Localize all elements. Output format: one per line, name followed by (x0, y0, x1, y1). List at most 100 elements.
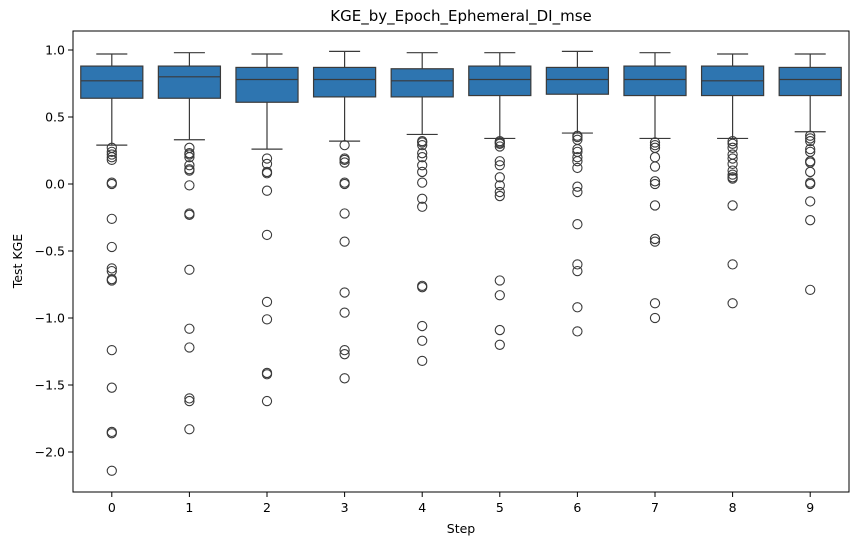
box-step-3 (312, 50, 377, 384)
y-tick-label: −1.5 (35, 378, 65, 393)
outlier-point (494, 324, 505, 336)
box-step-2 (235, 53, 299, 407)
x-tick-label: 6 (573, 500, 581, 515)
outlier-point (106, 154, 117, 166)
outlier-point (106, 149, 117, 160)
outlier-point (727, 158, 738, 170)
outlier-point (184, 152, 195, 163)
x-tick-label: 1 (185, 500, 193, 515)
outlier-point (339, 287, 350, 298)
outlier-point (339, 236, 350, 247)
outlier-point (417, 177, 428, 188)
iqr-box (235, 66, 299, 103)
outlier-point (649, 200, 661, 211)
outlier-point (572, 302, 583, 313)
outlier-point (572, 265, 583, 277)
outlier-point (649, 233, 661, 245)
outlier-point (494, 190, 505, 202)
outlier-point (339, 345, 350, 356)
y-tick-label: 0.5 (45, 110, 65, 125)
outlier-point (494, 275, 505, 286)
outlier-point (727, 173, 738, 184)
outlier-point (572, 131, 583, 143)
y-tick-label: 1.0 (45, 43, 65, 58)
plot-frame (72, 30, 850, 493)
y-axis-label: Test KGE (10, 234, 25, 289)
outlier-point (572, 219, 583, 230)
x-tick-label: 0 (108, 500, 116, 515)
y-axis: 1.0 0.5 0.0 −0.5 −1.0 −1.5 −2.0 (35, 43, 73, 460)
outlier-point (494, 141, 505, 152)
outlier-point (494, 160, 505, 171)
outlier-point (805, 215, 816, 226)
outlier-point (184, 395, 195, 407)
iqr-box (157, 65, 222, 99)
outlier-point (184, 342, 195, 353)
outlier-point (106, 275, 117, 286)
outlier-point (572, 156, 583, 167)
iqr-box (390, 68, 454, 98)
outlier-point (106, 178, 117, 190)
outlier-point (727, 135, 738, 147)
outlier-point (106, 345, 117, 356)
outlier-point (339, 349, 350, 360)
outlier-point (261, 395, 273, 407)
outlier-point (339, 157, 350, 168)
x-tick-label: 9 (806, 500, 814, 515)
outlier-point (184, 393, 195, 404)
outlier-point (339, 178, 350, 190)
outlier-point (417, 335, 428, 346)
outlier-point (417, 201, 428, 212)
outlier-point (106, 465, 117, 476)
outlier-point (649, 236, 661, 247)
outlier-point (727, 259, 738, 270)
outlier-point (417, 139, 428, 151)
outlier-point (572, 181, 583, 192)
y-tick-label: −0.5 (35, 244, 65, 259)
outlier-point (261, 229, 273, 241)
outlier-point (649, 298, 661, 309)
outlier-point (727, 298, 738, 309)
y-tick-label: −1.0 (35, 311, 65, 326)
iqr-box (312, 66, 377, 98)
box-step-0 (80, 53, 144, 476)
x-tick-label: 8 (729, 500, 737, 515)
outlier-point (805, 166, 816, 178)
x-tick-label: 7 (651, 500, 659, 515)
outlier-point (417, 160, 428, 171)
x-tick-label: 3 (341, 500, 349, 515)
outlier-point (339, 139, 350, 151)
iqr-box (778, 66, 842, 97)
outlier-point (417, 355, 428, 367)
outlier-point (261, 153, 273, 164)
outlier-point (572, 162, 583, 174)
x-axis-label: Step (447, 521, 476, 536)
outlier-point (184, 323, 195, 334)
box-step-9 (778, 53, 842, 296)
outlier-point (805, 284, 816, 296)
outlier-point (727, 153, 738, 164)
box-step-1 (157, 52, 222, 435)
outlier-point (649, 178, 661, 190)
outlier-point (261, 369, 273, 380)
outlier-point (727, 169, 738, 180)
outlier-point (494, 138, 505, 149)
outlier-point (649, 176, 661, 187)
outlier-point (417, 193, 428, 204)
box-step-4 (390, 52, 454, 367)
outlier-point (494, 172, 505, 183)
outlier-point (805, 196, 816, 207)
outlier-point (727, 200, 738, 211)
outlier-point (494, 180, 505, 191)
outlier-point (649, 161, 661, 172)
outlier-point (649, 139, 661, 151)
outlier-point (494, 290, 505, 301)
outlier-point (184, 264, 195, 275)
outlier-point (572, 186, 583, 198)
outlier-point (572, 259, 583, 270)
outlier-point (727, 165, 738, 176)
outlier-point (261, 296, 273, 308)
outlier-point (184, 209, 195, 220)
outlier-point (417, 166, 428, 178)
box-step-8 (700, 53, 765, 309)
